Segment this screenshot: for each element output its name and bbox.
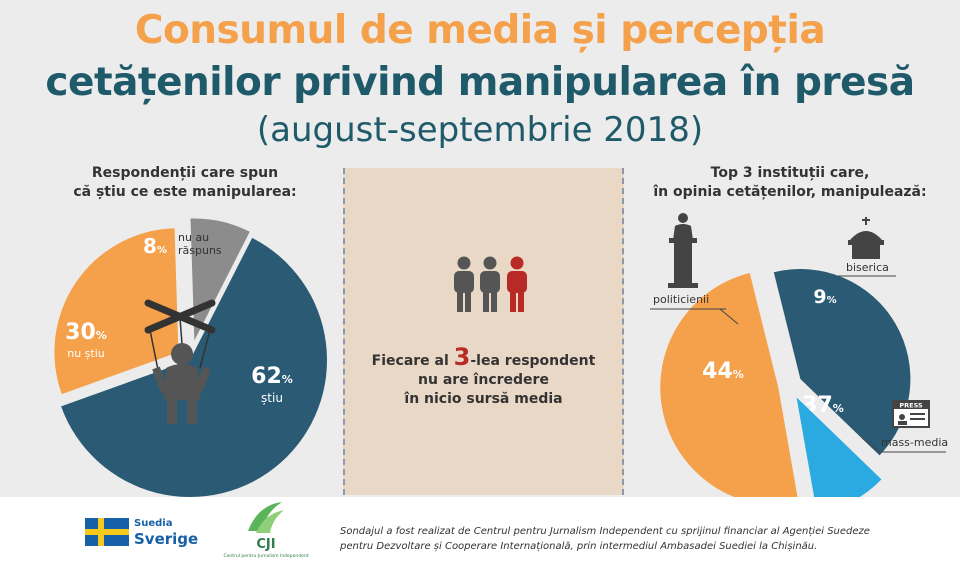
pie-slice-nu-au-răspuns [190,218,250,341]
right-section-heading: Top 3 instituții care, în opinia cetățen… [640,164,940,202]
pie-value-biserica: 9% [813,286,836,308]
footer-note: Sondajul a fost realizat de Centrul pent… [340,524,940,554]
person-icon-grey-1 [454,256,474,312]
sweden-flag-icon [85,518,129,546]
pie-category-biserica: biserica [846,261,889,274]
pie-slice-nu-știu [54,228,179,395]
left-heading-line1: Respondenții care spun [91,165,279,181]
person-icon-red [507,256,527,312]
title-line-2: cetățenilor privind manipularea în presă [45,60,915,105]
pie-category-știu: știu [261,391,283,405]
cji-logo-subtext: Centrul pentru Jurnalism Independent [223,553,308,559]
pie-value-nu-au-răspuns: 8% [143,234,167,258]
pie-category-politicienii: politicienii [653,293,709,306]
pie-value-politicienii: 44% [702,359,744,384]
sweden-label-sv: Sverige [134,530,198,548]
cji-logo-icon [248,502,284,533]
pie-category-mass-media: mass-media [881,436,948,449]
pie-value-știu: 62% [251,364,293,389]
left-heading-line2: că știu ce este manipularea: [73,184,297,200]
center-line1-post: -lea respondent [470,353,596,369]
press-badge-text: PRESS [899,402,923,410]
center-line1-number: 3 [453,343,471,371]
right-heading-line2: în opinia cetățenilor, manipulează: [653,184,927,200]
center-line3: în nicio sursă media [404,391,563,407]
pie-category-nu-știu: nu știu [67,347,105,360]
person-icon-grey-2 [480,256,500,312]
footer [0,497,960,565]
pie-category-nu-au-răspuns: nu au răspuns [178,231,222,257]
center-panel [343,168,624,495]
center-line2: nu are încredere [418,372,549,388]
sweden-label-ro: Suedia [134,518,172,529]
pie-slice-biserica [796,397,882,514]
podium-speaker-icon [668,213,698,288]
pie-slice-mass-media [773,268,911,456]
press-card-icon [892,400,930,428]
cji-logo-text: CJI [256,537,275,552]
title-line-1: Consumul de media și percepția [134,8,826,53]
right-heading-line1: Top 3 instituții care, [710,165,870,181]
left-section-heading: Respondenții care spun că știu ce este m… [60,164,310,202]
mass-media-leader-diag [861,437,881,453]
politicienii-leader-diag [719,308,739,325]
church-icon [848,217,884,259]
footer-note-line2: pentru Dezvoltare și Cooperare Internați… [340,541,818,552]
subtitle-date-range: (august-septembrie 2018) [256,110,704,150]
puppet-marionette-icon [144,299,216,424]
pie-value-nu-știu: 30% [65,320,107,345]
center-statement: Fiecare al 3-lea respondent nu are încre… [343,345,624,409]
footer-note-line1: Sondajul a fost realizat de Centrul pent… [340,526,870,537]
pie-slice-politicienii [660,273,799,506]
center-line1-pre: Fiecare al [371,353,454,369]
